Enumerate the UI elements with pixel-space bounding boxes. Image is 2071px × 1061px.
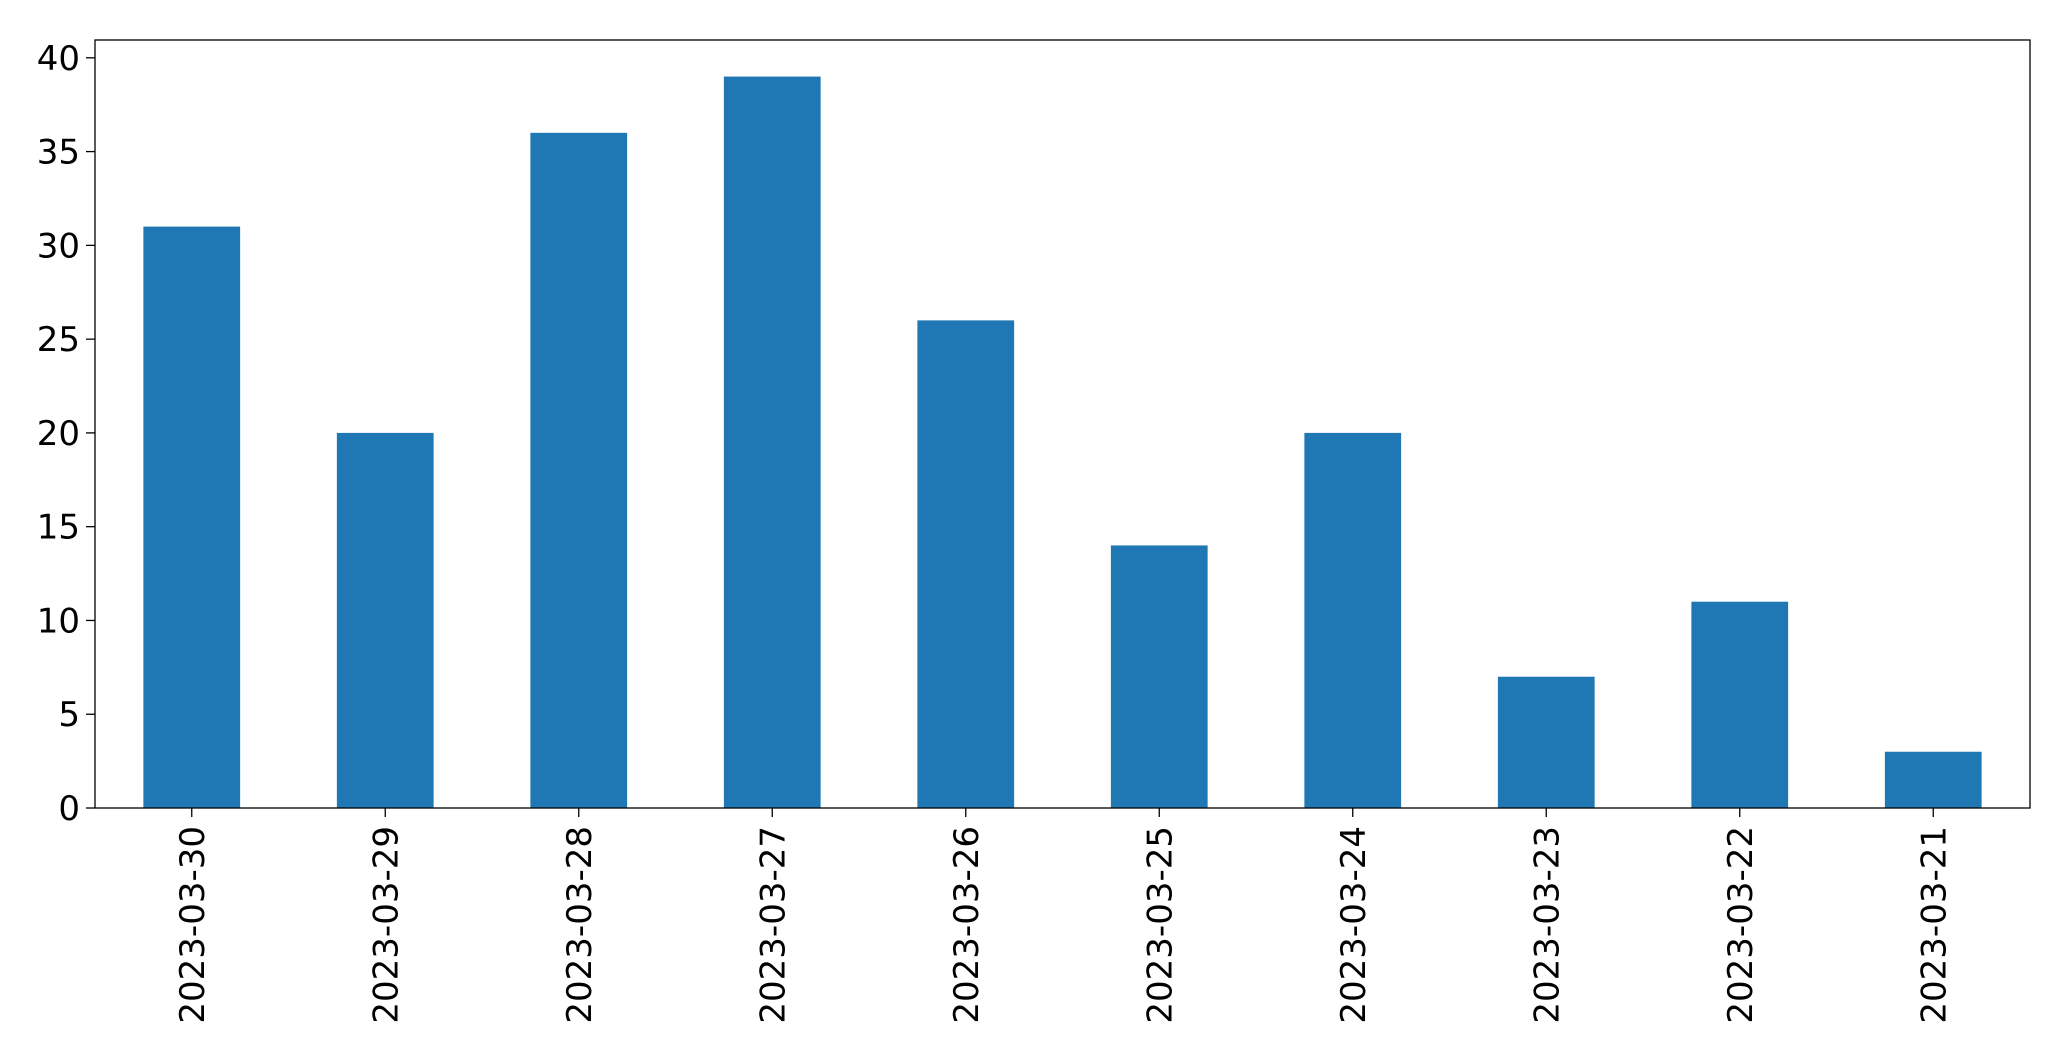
x-tick-label: 2023-03-25 [1140, 826, 1180, 1024]
y-tick-label: 15 [37, 508, 80, 548]
bar [530, 132, 628, 809]
bar [1691, 601, 1789, 808]
x-tick-label: 2023-03-24 [1334, 826, 1374, 1024]
bar [1304, 432, 1402, 808]
y-tick-label: 30 [37, 226, 80, 266]
bar [723, 76, 821, 809]
x-tick-label: 2023-03-29 [366, 826, 406, 1024]
y-tick-label: 40 [37, 39, 80, 79]
y-tick-label: 25 [37, 320, 80, 360]
x-tick-label: 2023-03-22 [1721, 826, 1761, 1024]
bar [917, 320, 1015, 808]
x-tick-label: 2023-03-26 [947, 826, 987, 1024]
bar [336, 432, 434, 808]
x-tick-label: 2023-03-30 [173, 826, 213, 1024]
x-tick-label: 2023-03-28 [560, 826, 600, 1024]
x-tick-label: 2023-03-21 [1914, 826, 1954, 1024]
x-tick-label: 2023-03-23 [1527, 826, 1567, 1024]
y-tick-label: 10 [37, 601, 80, 641]
y-tick-label: 0 [58, 789, 80, 829]
axes-frame [94, 39, 2031, 809]
y-tick-label: 20 [37, 414, 80, 454]
y-tick-label: 35 [37, 133, 80, 173]
bar [143, 226, 241, 809]
bar [1884, 751, 1982, 808]
bar [1110, 545, 1208, 808]
x-tick-label: 2023-03-27 [753, 826, 793, 1024]
bar [1497, 676, 1595, 808]
y-tick-label: 5 [58, 695, 80, 735]
